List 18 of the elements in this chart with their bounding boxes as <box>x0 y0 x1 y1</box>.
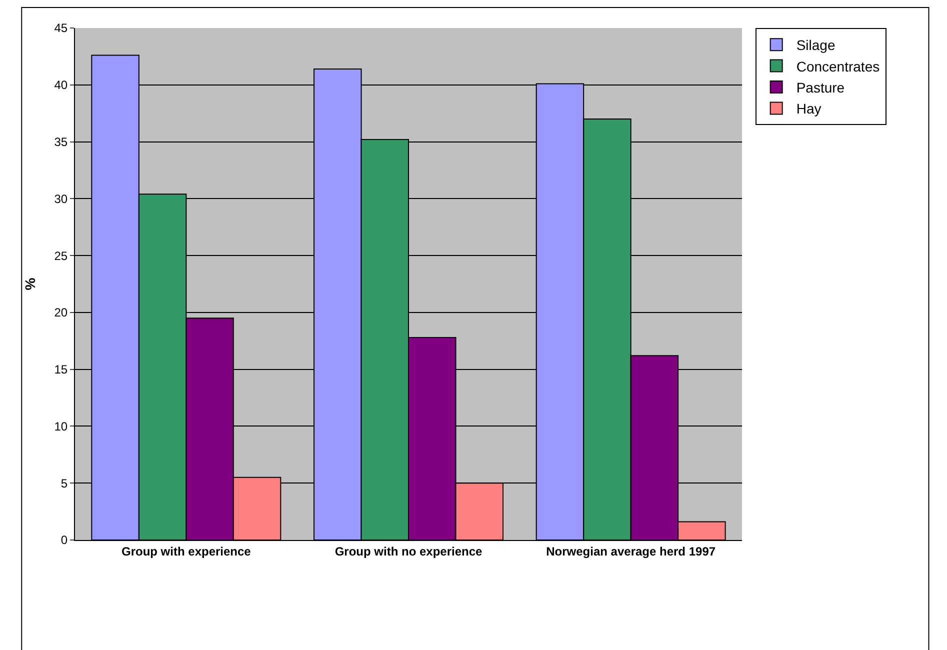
y-tick-label: 25 <box>54 248 68 263</box>
legend-label: Hay <box>796 100 822 117</box>
x-tick-label: Norwegian average herd 1997 <box>546 544 716 558</box>
y-tick-label: 5 <box>60 476 68 490</box>
y-tick-label: 10 <box>54 419 68 434</box>
y-tick-label: 45 <box>54 21 68 36</box>
y-tick-label: 40 <box>54 78 68 92</box>
x-tick-label: Group with experience <box>121 544 252 558</box>
y-tick-label: 20 <box>54 306 68 320</box>
y-axis-title: % <box>22 277 38 290</box>
legend-label: Concentrates <box>796 58 880 74</box>
legend-label: Silage <box>796 37 836 54</box>
x-tick-label: Group with no experience <box>334 544 483 558</box>
y-tick-label: 30 <box>54 192 68 206</box>
y-tick-label: 15 <box>54 362 68 377</box>
y-tick-label: 35 <box>54 134 68 149</box>
legend-label: Pasture <box>796 79 845 96</box>
y-tick-label: 0 <box>60 533 68 548</box>
